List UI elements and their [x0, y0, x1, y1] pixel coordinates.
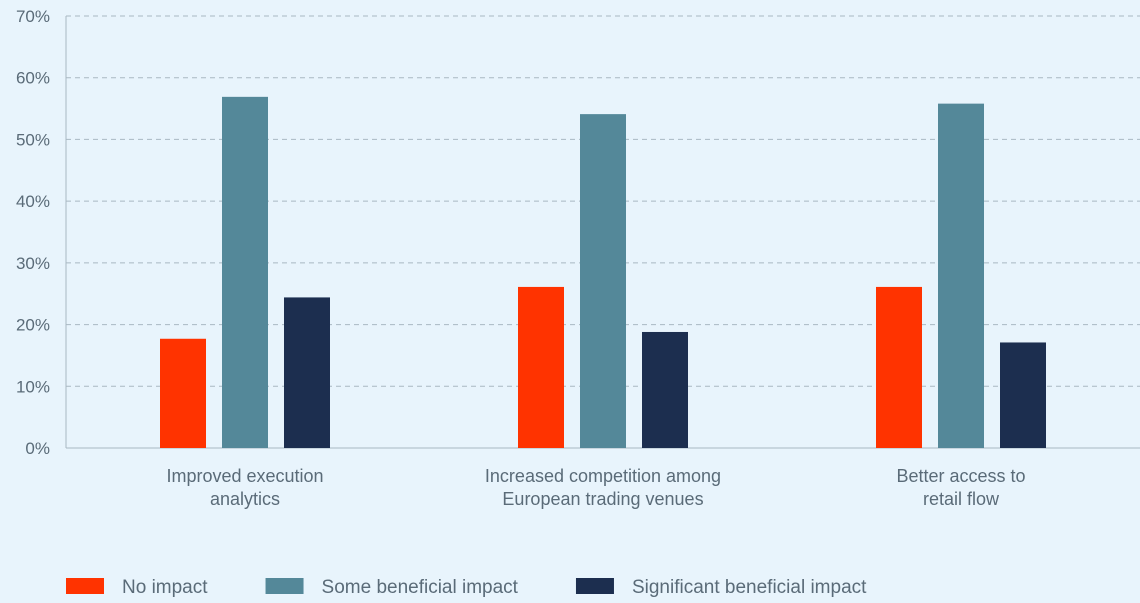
x-category-label: Improved execution — [166, 466, 323, 486]
bar — [518, 286, 564, 448]
legend-label: Some beneficial impact — [322, 577, 519, 598]
y-tick-label: 30% — [16, 254, 50, 273]
bar — [642, 331, 688, 448]
y-tick-label: 50% — [16, 130, 50, 149]
y-tick-label: 20% — [16, 316, 50, 335]
bar — [938, 103, 984, 449]
y-tick-label: 40% — [16, 192, 50, 211]
x-category-label: Increased competition among — [485, 466, 721, 486]
legend-swatch — [66, 578, 104, 594]
bar — [876, 286, 922, 448]
bar — [160, 338, 206, 448]
bar — [1000, 342, 1046, 448]
bar — [222, 96, 268, 449]
y-tick-label: 70% — [16, 7, 50, 26]
y-tick-label: 0% — [25, 439, 50, 458]
legend-swatch — [575, 578, 614, 594]
legend-label: Significant beneficial impact — [632, 577, 867, 598]
bar — [284, 297, 330, 448]
x-category-label: Better access to — [896, 466, 1025, 486]
legend-swatch — [265, 578, 304, 594]
legend-label: No impact — [122, 577, 208, 598]
x-category-label: retail flow — [923, 489, 1000, 509]
y-tick-label: 10% — [16, 377, 50, 396]
y-tick-label: 60% — [16, 69, 50, 88]
bar — [580, 114, 626, 448]
x-category-label: European trading venues — [502, 489, 703, 509]
x-category-label: analytics — [210, 489, 280, 509]
